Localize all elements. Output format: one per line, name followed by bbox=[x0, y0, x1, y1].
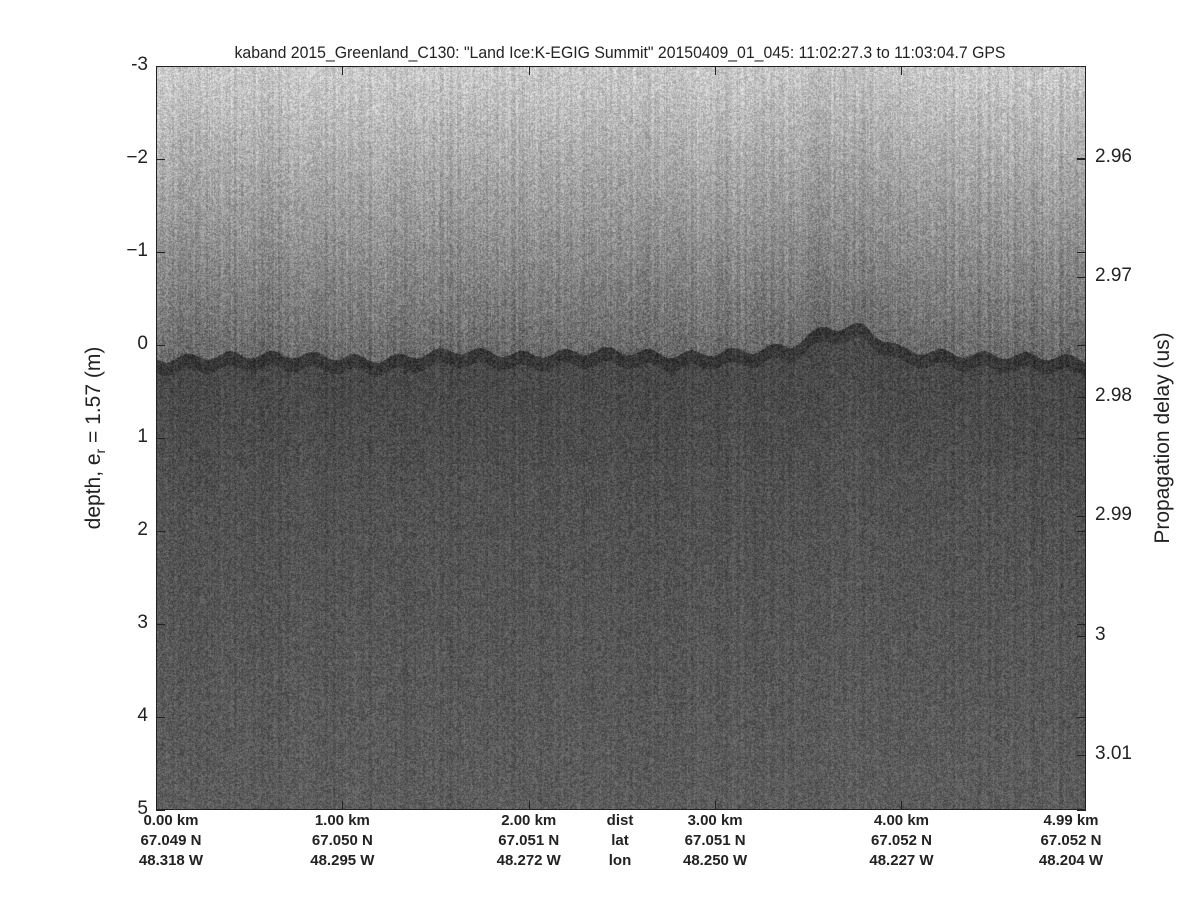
y-tick-mark bbox=[1077, 66, 1086, 67]
y2-tick-mark bbox=[1077, 158, 1086, 159]
y2-tick-mark bbox=[1077, 636, 1086, 637]
y2-tick-mark bbox=[1077, 397, 1086, 398]
y-tick-mark bbox=[156, 159, 165, 160]
y2-tick-mark bbox=[1077, 516, 1086, 517]
y-tick-label: 4 bbox=[108, 705, 148, 727]
y-tick-mark bbox=[156, 624, 165, 625]
y-tick-label: 3 bbox=[108, 612, 148, 634]
y-tick-mark bbox=[1077, 810, 1086, 811]
y-tick-mark bbox=[1077, 531, 1086, 532]
x-tick-mark bbox=[715, 801, 716, 810]
y2-tick-label: 3.01 bbox=[1095, 743, 1132, 765]
x-tick-mark bbox=[901, 801, 902, 810]
bottom-row-label: lat bbox=[565, 832, 675, 849]
y-tick-mark bbox=[1077, 345, 1086, 346]
bottom-lat-label: 67.052 N bbox=[1016, 832, 1126, 849]
bottom-lon-label: 48.227 W bbox=[846, 852, 956, 869]
y-tick-label: −2 bbox=[108, 147, 148, 169]
y-tick-mark bbox=[156, 531, 165, 532]
y-tick-mark bbox=[156, 717, 165, 718]
y-tick-mark bbox=[156, 252, 165, 253]
bottom-dist-label: 1.00 km bbox=[287, 812, 397, 829]
y2-tick-label: 3 bbox=[1095, 624, 1106, 646]
y-tick-label: 0 bbox=[108, 333, 148, 355]
x-tick-mark bbox=[342, 66, 343, 75]
chart-title: kaband 2015_Greenland_C130: "Land Ice:K-… bbox=[43, 43, 1196, 63]
bottom-lat-label: 67.050 N bbox=[287, 832, 397, 849]
y2-axis-label: Propagation delay (us) bbox=[1151, 332, 1175, 543]
bottom-lon-label: 48.295 W bbox=[287, 852, 397, 869]
y2-tick-label: 2.97 bbox=[1095, 265, 1132, 287]
y2-tick-label: 2.98 bbox=[1095, 385, 1132, 407]
bottom-lon-label: 48.318 W bbox=[116, 852, 226, 869]
y-tick-label: 1 bbox=[108, 426, 148, 448]
y-tick-mark bbox=[156, 438, 165, 439]
bottom-dist-label: 4.00 km bbox=[846, 812, 956, 829]
plot-frame bbox=[156, 66, 1086, 810]
y-tick-mark bbox=[1077, 624, 1086, 625]
bottom-lon-label: 48.250 W bbox=[660, 852, 770, 869]
y-tick-mark bbox=[1077, 438, 1086, 439]
y-tick-mark bbox=[156, 345, 165, 346]
y2-tick-mark bbox=[1077, 755, 1086, 756]
y-tick-mark bbox=[1077, 159, 1086, 160]
bottom-row-label: dist bbox=[565, 812, 675, 829]
bottom-dist-label: 0.00 km bbox=[116, 812, 226, 829]
y-tick-mark bbox=[1077, 252, 1086, 253]
y-axis-label: depth, er = 1.57 (m) bbox=[82, 347, 108, 530]
y2-tick-label: 2.99 bbox=[1095, 504, 1132, 526]
y2-tick-mark bbox=[1077, 277, 1086, 278]
bottom-lon-label: 48.204 W bbox=[1016, 852, 1126, 869]
y-tick-mark bbox=[156, 66, 165, 67]
x-tick-mark bbox=[342, 801, 343, 810]
y2-tick-label: 2.96 bbox=[1095, 146, 1132, 168]
y-tick-label: 2 bbox=[108, 519, 148, 541]
x-tick-mark bbox=[529, 66, 530, 75]
y-tick-mark bbox=[1077, 717, 1086, 718]
y-tick-label: -3 bbox=[108, 54, 148, 76]
y-tick-mark bbox=[156, 810, 165, 811]
y-tick-label: −1 bbox=[108, 240, 148, 262]
x-tick-mark bbox=[901, 66, 902, 75]
bottom-row-label: lon bbox=[565, 852, 675, 869]
bottom-lat-label: 67.052 N bbox=[846, 832, 956, 849]
bottom-dist-label: 3.00 km bbox=[660, 812, 770, 829]
x-tick-mark bbox=[529, 801, 530, 810]
x-tick-mark bbox=[715, 66, 716, 75]
bottom-dist-label: 4.99 km bbox=[1016, 812, 1126, 829]
bottom-lat-label: 67.051 N bbox=[660, 832, 770, 849]
bottom-lat-label: 67.049 N bbox=[116, 832, 226, 849]
